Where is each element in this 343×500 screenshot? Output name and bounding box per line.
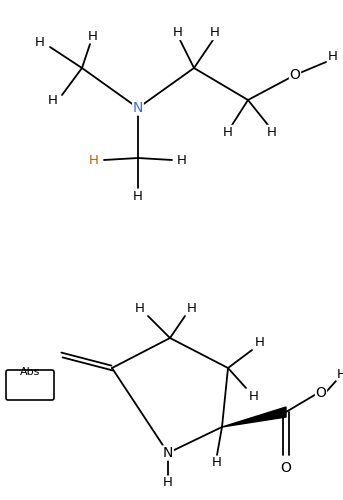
Text: O: O [289, 68, 300, 82]
Text: O: O [316, 386, 327, 400]
Text: H: H [177, 154, 187, 166]
Text: H: H [337, 368, 343, 380]
Text: H: H [35, 36, 45, 50]
Text: N: N [133, 101, 143, 115]
Text: H: H [163, 476, 173, 490]
Text: H: H [48, 94, 58, 106]
Text: N: N [163, 446, 173, 460]
Text: H: H [89, 154, 99, 166]
Text: H: H [133, 190, 143, 202]
Text: H: H [223, 126, 233, 138]
Text: H: H [135, 302, 145, 314]
Text: H: H [212, 456, 222, 469]
Text: H: H [255, 336, 265, 349]
Text: H: H [249, 390, 259, 402]
Polygon shape [222, 407, 286, 427]
Text: O: O [281, 461, 292, 475]
Text: H: H [210, 26, 220, 40]
Text: H: H [88, 30, 98, 43]
Text: H: H [267, 126, 277, 138]
FancyBboxPatch shape [6, 370, 54, 400]
Text: H: H [173, 26, 183, 40]
Text: H: H [187, 302, 197, 314]
Text: H: H [328, 50, 338, 64]
Text: Abs: Abs [20, 367, 40, 377]
